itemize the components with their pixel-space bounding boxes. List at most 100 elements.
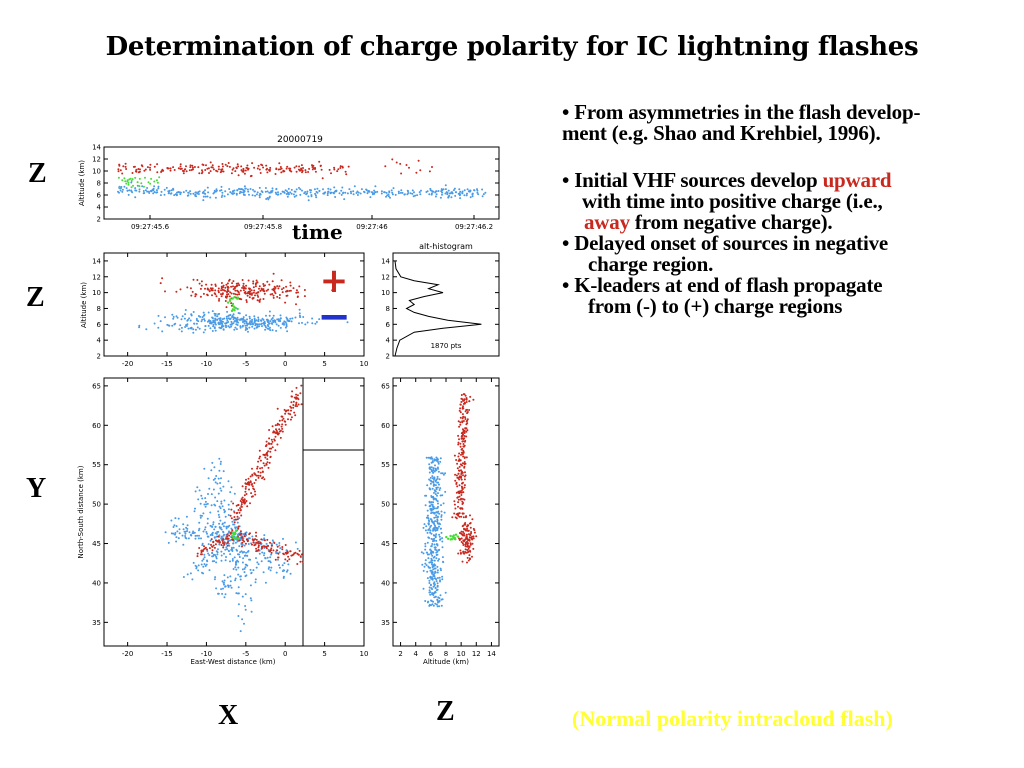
source-point	[264, 445, 267, 448]
source-point	[143, 192, 146, 194]
source-point	[251, 325, 254, 328]
source-point	[216, 553, 219, 556]
source-point	[240, 501, 243, 504]
source-point	[272, 320, 275, 323]
source-point	[236, 316, 239, 319]
source-point	[227, 162, 230, 164]
source-point	[149, 182, 152, 185]
source-point	[332, 191, 335, 194]
source-point	[275, 428, 277, 431]
source-point	[234, 293, 237, 296]
x-tick-label: 10	[360, 650, 369, 658]
source-point	[297, 403, 300, 406]
source-point	[298, 285, 301, 288]
source-point	[433, 478, 435, 481]
source-point	[248, 193, 250, 196]
source-point	[463, 498, 466, 501]
source-point	[277, 287, 280, 290]
source-point	[223, 508, 225, 511]
source-point	[214, 196, 217, 199]
source-point	[252, 282, 255, 285]
source-point	[244, 593, 247, 596]
source-point	[457, 501, 460, 504]
source-point	[235, 512, 238, 515]
source-point	[195, 567, 198, 570]
source-point	[161, 277, 164, 280]
source-point	[241, 541, 244, 544]
source-point	[182, 191, 185, 194]
source-point	[218, 457, 221, 460]
bottom-x-label: X	[218, 700, 239, 731]
source-point	[287, 187, 290, 190]
source-point	[226, 576, 229, 579]
source-point	[257, 318, 260, 321]
source-point	[255, 531, 257, 534]
source-point	[226, 544, 229, 547]
source-point	[462, 445, 465, 448]
source-point	[462, 551, 465, 554]
source-point	[223, 521, 226, 524]
source-point	[464, 471, 466, 474]
source-point	[295, 386, 298, 389]
source-point	[432, 582, 435, 585]
source-point	[424, 548, 427, 551]
source-point	[259, 289, 262, 292]
source-point	[434, 520, 437, 523]
source-point	[223, 579, 226, 582]
source-point	[182, 170, 185, 173]
source-point	[203, 556, 206, 559]
source-point	[453, 500, 456, 503]
source-point	[465, 398, 468, 400]
source-point	[460, 463, 462, 466]
source-point	[463, 402, 466, 405]
source-point	[359, 192, 362, 195]
source-point	[428, 589, 431, 592]
source-point	[202, 331, 205, 334]
source-point	[436, 475, 439, 478]
panel4-xlabel: East-West distance (km)	[190, 658, 275, 666]
source-point	[148, 192, 151, 194]
source-point	[255, 193, 258, 196]
source-point	[233, 296, 236, 299]
source-point	[437, 522, 440, 525]
source-point	[243, 194, 246, 196]
source-point	[227, 503, 230, 506]
source-point	[185, 324, 187, 327]
source-point	[241, 279, 244, 281]
source-point	[447, 189, 450, 192]
source-point	[286, 550, 289, 553]
source-point	[347, 165, 350, 168]
y-tick-label: 2	[97, 216, 101, 224]
source-point	[463, 435, 466, 437]
source-point	[255, 557, 257, 560]
source-point	[199, 502, 202, 505]
source-point	[207, 543, 210, 546]
source-point	[290, 416, 293, 419]
source-point	[254, 194, 257, 197]
source-point	[391, 193, 394, 196]
source-point	[223, 552, 225, 555]
source-point	[212, 521, 215, 524]
source-point	[266, 451, 269, 454]
source-point	[177, 517, 180, 520]
source-point	[365, 188, 368, 191]
source-point	[221, 194, 224, 197]
source-point	[229, 314, 232, 316]
source-point	[259, 459, 262, 462]
source-point	[134, 196, 137, 199]
source-point	[181, 315, 184, 318]
source-point	[207, 552, 210, 555]
source-point	[201, 318, 204, 321]
source-point	[465, 430, 468, 433]
source-point	[252, 188, 254, 191]
source-point	[261, 470, 264, 473]
bullet-3-line-2: charge region.	[588, 252, 714, 276]
source-point	[450, 196, 453, 199]
source-point	[462, 455, 465, 458]
source-point	[264, 328, 267, 331]
source-point	[226, 319, 229, 322]
source-point	[219, 317, 222, 320]
source-point	[295, 188, 298, 191]
source-point	[436, 466, 439, 469]
